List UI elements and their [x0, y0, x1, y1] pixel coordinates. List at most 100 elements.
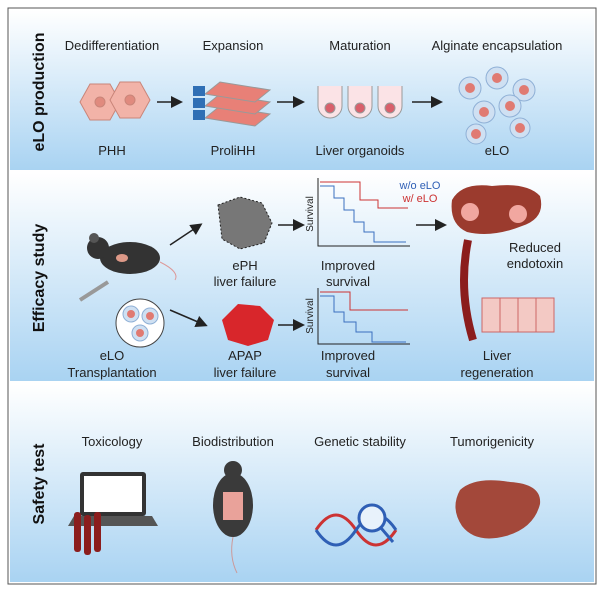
step-title: Alginate encapsulation: [432, 38, 563, 53]
organoid-magnified-part: [127, 310, 154, 337]
mouse-icon: [78, 233, 177, 302]
encapsulated-organoid-icon-part-part: [465, 83, 475, 93]
laptop-icon-part-part: [84, 515, 91, 555]
well-icon-part: [317, 86, 343, 119]
legend-entry: w/ eLO: [402, 193, 438, 205]
flask-stack-icon: [193, 81, 272, 127]
arrow-part: [169, 309, 208, 327]
survival-plot-part: [320, 185, 406, 243]
dna-icon: [314, 503, 398, 547]
laptop-icon: [68, 472, 158, 555]
encapsulated-organoid-icon-part-part: [515, 123, 525, 133]
liver-gut-icon-part: [460, 239, 477, 342]
frame: [7, 7, 597, 585]
step-caption: Liver organoids: [316, 143, 405, 158]
liver-gut-icon-part-part: [535, 297, 555, 333]
flask-stack-icon-part: [193, 86, 205, 96]
step-caption: ProliHH: [211, 143, 256, 158]
step-caption: PHH: [98, 143, 125, 158]
flask-stack-icon-part: [203, 81, 272, 103]
survival-plot-part: [320, 295, 406, 343]
arrow-part: [169, 223, 203, 246]
survival-plot-part: [317, 288, 410, 345]
survival-plot-part: [317, 178, 410, 247]
hepatocyte-icon-part: [124, 94, 136, 106]
flask-stack-icon-part: [203, 105, 272, 127]
laptop-icon-part-part: [94, 512, 101, 552]
liver-gut-icon-part-part: [499, 297, 519, 333]
survival-plot-part: [320, 181, 408, 209]
mouse-icon-part: [89, 233, 99, 243]
label: Improved: [321, 258, 375, 273]
label: survival: [326, 365, 370, 380]
encapsulated-organoid-icon: [458, 66, 536, 145]
label: APAP: [228, 348, 262, 363]
liver-gut-icon: [451, 185, 555, 342]
dna-icon-part: [379, 527, 395, 543]
arrow: [169, 219, 447, 331]
organoid-magnified-part-part: [127, 310, 135, 318]
mouse-icon-part: [100, 242, 160, 274]
organoid-magnified-part-part: [136, 329, 144, 337]
laptop-icon-part: [68, 516, 158, 526]
well-icon-part: [377, 86, 403, 119]
step-title: Dedifferentiation: [65, 38, 159, 53]
well-icon: [317, 86, 403, 119]
label: liver failure: [214, 365, 277, 380]
liver-gut-icon-part: [509, 205, 527, 223]
mouse-top-icon: [213, 461, 253, 574]
test-title: Tumorigenicity: [450, 434, 535, 449]
flask-stack-icon-part: [203, 93, 272, 115]
axis-label: Survival: [305, 196, 316, 232]
survival-plot: [317, 178, 410, 345]
liver-gut-icon-part: [461, 203, 479, 221]
test-title: Genetic stability: [314, 434, 406, 449]
mouse-icon-part: [78, 280, 110, 302]
hepatocyte-icon-part: [94, 96, 106, 108]
mouse-icon-part: [116, 254, 128, 262]
test-title: Toxicology: [82, 434, 143, 449]
mouse-icon-part: [159, 261, 177, 281]
label: Transplantation: [67, 365, 156, 380]
mouse-top-icon-part: [231, 536, 238, 574]
well-icon-part: [354, 102, 366, 114]
label: Liver: [483, 348, 512, 363]
liver-gut-icon-part-part: [517, 297, 537, 333]
encapsulated-organoid-icon-part-part: [505, 101, 515, 111]
well-icon-part: [384, 102, 396, 114]
encapsulated-organoid-icon-part-part: [471, 129, 481, 139]
flask-stack-icon-part: [193, 98, 205, 108]
step-title: Expansion: [203, 38, 264, 53]
label: liver failure: [214, 274, 277, 289]
liver-gut-icon-part-part: [481, 297, 501, 333]
organoid-magnified-part-part: [146, 312, 154, 320]
step-title: Maturation: [329, 38, 390, 53]
hepatocyte-icon: [79, 81, 151, 121]
liver-icon: [455, 480, 541, 539]
survival-plot-part: [320, 291, 408, 311]
encapsulated-organoid-icon-part-part: [519, 85, 529, 95]
test-title: Biodistribution: [192, 434, 274, 449]
apap-liver: [222, 304, 274, 346]
encapsulated-organoid-icon-part-part: [479, 107, 489, 117]
axis-label: Survival: [305, 298, 316, 334]
label: ePH: [232, 258, 257, 273]
legend-entry: w/o eLO: [399, 180, 441, 192]
label: Improved: [321, 348, 375, 363]
section-label: Safety test: [31, 443, 48, 525]
section-label: eLO production: [31, 32, 48, 151]
label: eLO: [100, 348, 125, 363]
label: survival: [326, 274, 370, 289]
well-icon-part: [324, 102, 336, 114]
laptop-icon-part: [84, 476, 142, 512]
well-icon-part: [347, 86, 373, 119]
liver-gut-icon-part: [481, 297, 555, 333]
mouse-top-icon-part: [224, 461, 242, 479]
label: regeneration: [461, 365, 534, 380]
mouse-top-icon-part: [223, 492, 243, 520]
laptop-icon-part: [74, 512, 101, 555]
encapsulated-organoid-icon-part: [465, 73, 529, 139]
section-label: Efficacy study: [31, 224, 48, 333]
organoid-magnified: [115, 298, 165, 348]
